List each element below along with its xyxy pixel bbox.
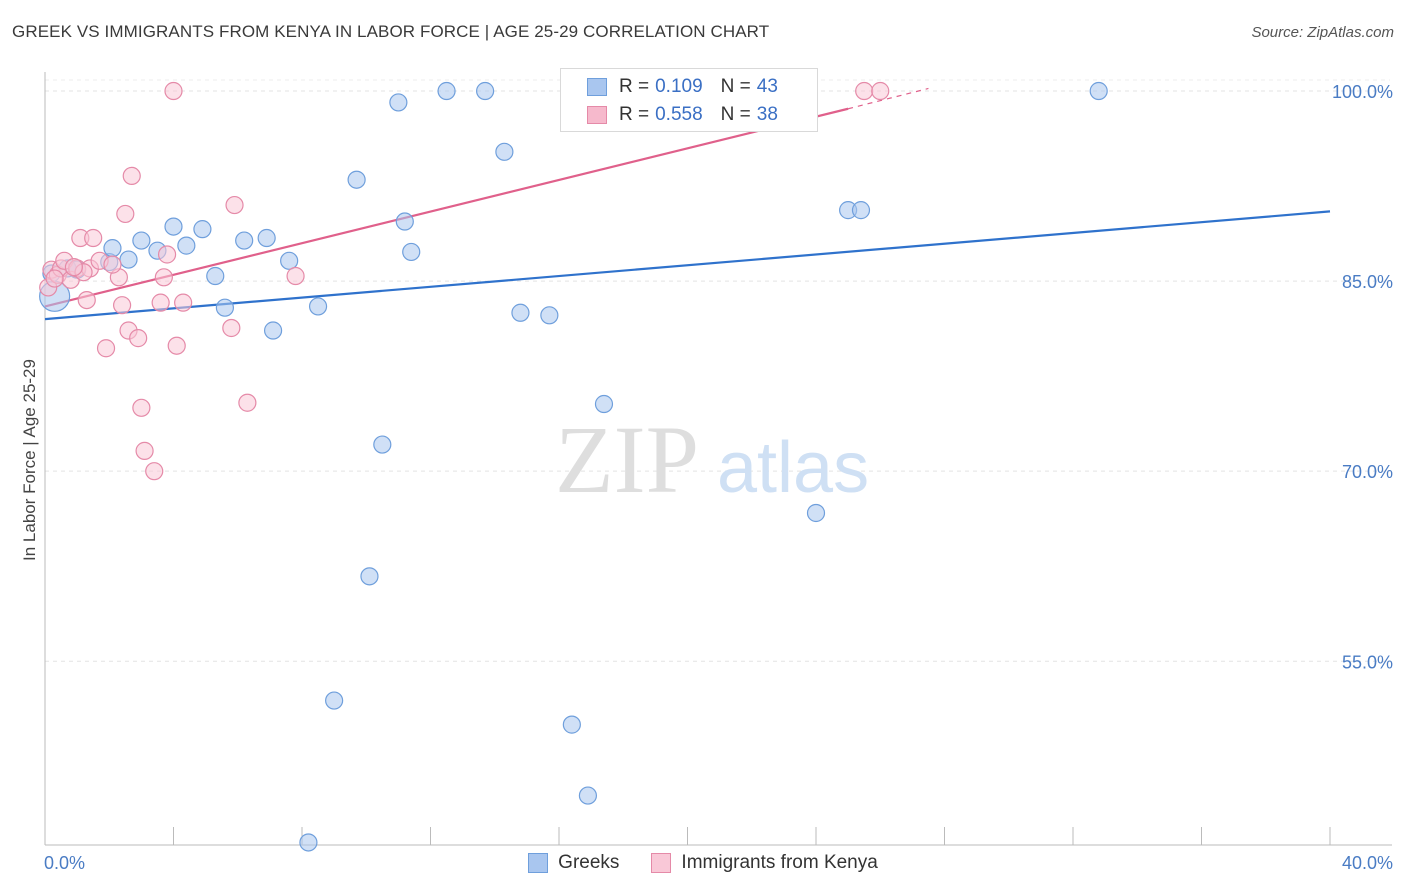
- point-greeks: [325, 691, 344, 710]
- point-greeks: [177, 236, 196, 255]
- legend-row-greeks: R = 0.109 N = 43: [587, 73, 778, 101]
- point-greeks: [540, 306, 559, 325]
- point-greeks: [215, 298, 234, 317]
- point-greeks: [495, 142, 514, 161]
- point-greeks: [308, 297, 328, 316]
- point-greeks: [299, 833, 318, 852]
- point-greeks: [235, 231, 254, 250]
- legend-row-kenya: R = 0.558 N = 38: [587, 101, 778, 129]
- trend-line-kenya-extension: [847, 87, 929, 110]
- point-greeks: [437, 81, 456, 101]
- legend-n-label: N =: [720, 104, 751, 125]
- point-greeks: [594, 394, 614, 414]
- point-greeks: [395, 212, 414, 231]
- point-greeks: [511, 303, 530, 322]
- point-kenya: [167, 336, 186, 355]
- legend-swatch-kenya: [587, 106, 607, 124]
- stats-legend: R = 0.109 N = 43 R = 0.558 N = 38: [560, 68, 818, 132]
- point-greeks: [373, 435, 392, 454]
- legend-n-value: 43: [756, 76, 778, 97]
- point-greeks: [402, 242, 421, 262]
- point-kenya: [164, 81, 183, 101]
- legend-item-greeks[interactable]: Greeks: [528, 852, 619, 874]
- point-greeks: [476, 81, 495, 101]
- trend-line-greeks: [44, 210, 1331, 321]
- point-kenya: [84, 228, 103, 248]
- trend-line-kenya: [44, 107, 849, 308]
- point-greeks: [263, 321, 283, 340]
- y-axis-label: In Labor Force | Age 25-29: [20, 359, 39, 561]
- legend-swatch-greeks: [587, 78, 607, 96]
- legend-swatch-kenya: [651, 853, 672, 873]
- point-kenya: [154, 268, 173, 287]
- point-kenya: [96, 339, 116, 358]
- point-kenya: [129, 329, 148, 348]
- watermark-atlas: atlas: [717, 428, 869, 508]
- point-kenya: [225, 195, 244, 215]
- point-greeks: [578, 786, 598, 805]
- point-kenya: [132, 398, 151, 417]
- axes: [44, 72, 1392, 846]
- point-kenya: [286, 266, 305, 286]
- watermark-zip: ZIP: [555, 406, 699, 513]
- y-tick-label: 100.0%: [1332, 82, 1393, 102]
- point-greeks: [206, 266, 225, 286]
- point-greeks: [280, 251, 299, 270]
- legend-label-greeks: Greeks: [558, 852, 620, 873]
- legend-r-label: R =: [619, 104, 650, 125]
- y-tick-label: 70.0%: [1342, 462, 1393, 482]
- point-kenya: [855, 81, 874, 101]
- point-greeks: [257, 228, 276, 248]
- point-kenya: [116, 204, 135, 224]
- legend-swatch-greeks: [528, 853, 549, 873]
- y-tick-label: 55.0%: [1342, 652, 1393, 672]
- point-kenya: [151, 293, 170, 312]
- y-tick-labels: 100.0% 85.0% 70.0% 55.0%: [1332, 82, 1393, 672]
- source-label: Source: ZipAtlas.com: [1251, 24, 1394, 41]
- legend-n-label: N =: [720, 76, 751, 97]
- point-greeks: [562, 715, 581, 734]
- point-greeks: [389, 93, 408, 112]
- point-greeks: [851, 201, 871, 220]
- legend-label-kenya: Immigrants from Kenya: [681, 852, 878, 873]
- legend-item-kenya[interactable]: Immigrants from Kenya: [651, 852, 878, 874]
- point-kenya: [77, 290, 96, 310]
- point-kenya: [103, 255, 122, 274]
- chart-title: GREEK VS IMMIGRANTS FROM KENYA IN LABOR …: [12, 22, 770, 41]
- point-greeks: [132, 231, 151, 250]
- point-kenya: [871, 81, 890, 101]
- point-kenya: [145, 462, 164, 481]
- point-kenya: [112, 296, 132, 315]
- point-greeks: [806, 503, 826, 523]
- legend-n-value: 38: [756, 104, 778, 125]
- legend-r-label: R =: [619, 76, 650, 97]
- x-tick-label: 40.0%: [1342, 853, 1393, 873]
- point-kenya: [157, 245, 177, 264]
- point-kenya: [122, 166, 141, 186]
- point-kenya: [174, 293, 193, 312]
- point-greeks: [193, 220, 212, 239]
- point-greeks: [103, 239, 122, 258]
- point-greeks: [360, 567, 379, 586]
- point-greeks: [119, 250, 138, 269]
- y-tick-label: 85.0%: [1342, 272, 1393, 292]
- grid-lines: [45, 79, 1390, 662]
- point-kenya: [135, 441, 154, 460]
- point-kenya: [45, 269, 64, 288]
- x-tick-label: 0.0%: [44, 853, 85, 873]
- point-greeks: [347, 170, 366, 189]
- point-kenya: [64, 258, 84, 277]
- trend-lines: [44, 87, 1331, 321]
- legend-r-value: 0.109: [655, 76, 703, 97]
- point-kenya: [222, 318, 241, 338]
- series-legend: Greeks Immigrants from Kenya: [0, 852, 1406, 874]
- point-greeks: [1089, 81, 1108, 101]
- point-greeks: [164, 217, 183, 236]
- x-tick-labels: 0.0% 40.0%: [44, 853, 1393, 873]
- legend-r-value: 0.558: [655, 104, 703, 125]
- point-kenya: [238, 393, 257, 412]
